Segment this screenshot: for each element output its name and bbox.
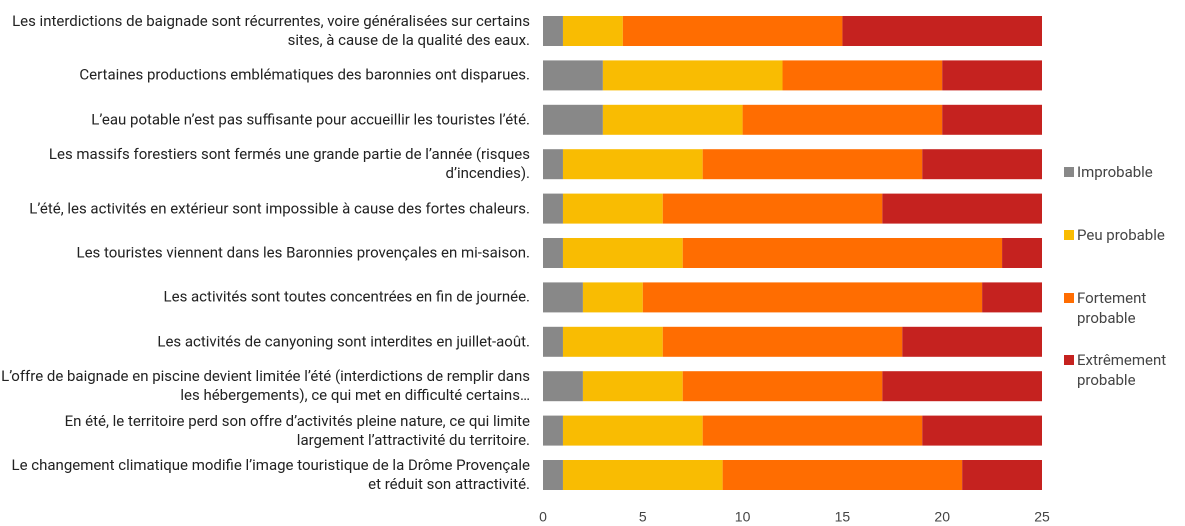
bar-segment	[742, 104, 943, 135]
bar-segment	[543, 238, 563, 268]
category-label: Les interdictions de baignade sont récur…	[12, 12, 530, 49]
bar-segment	[1002, 238, 1042, 268]
bar-segment	[543, 16, 563, 46]
category-label: Les massifs forestiers sont fermés une g…	[48, 145, 530, 183]
x-tick-label: 0	[539, 509, 547, 525]
bar-segment	[722, 460, 963, 490]
bar-segment	[682, 371, 883, 402]
bar-segment	[582, 282, 643, 313]
bar-segment	[562, 238, 683, 268]
category-label: Le changement climatique modifie l’image…	[11, 456, 530, 493]
bar-segment	[562, 415, 703, 446]
category-label: Les activités de canyoning sont interdit…	[157, 332, 530, 351]
bar-segment	[882, 193, 1042, 224]
x-tick-label: 10	[735, 509, 751, 525]
bar-segment	[882, 371, 1042, 402]
bar-segment	[622, 16, 843, 46]
category-label: L’été, les activités en extérieur sont i…	[29, 199, 530, 218]
bar-segment	[543, 149, 563, 180]
bar-segment	[543, 371, 583, 402]
bar-segment	[942, 104, 1042, 135]
bar-segment	[562, 16, 623, 46]
legend-swatch	[1064, 355, 1074, 365]
bar-segment	[842, 16, 1042, 46]
category-label: Les touristes viennent dans les Baronnie…	[76, 243, 530, 262]
category-label: Certaines productions emblématiques des …	[79, 65, 530, 84]
bar-segment	[543, 193, 563, 224]
legend-swatch	[1064, 167, 1074, 177]
bar-segment	[543, 415, 563, 446]
bar-segment	[582, 371, 683, 402]
bar-segment	[942, 60, 1042, 91]
category-label: L’offre de baignade en piscine devient l…	[1, 367, 530, 405]
x-tick-label: 25	[1034, 509, 1050, 525]
legend-swatch	[1064, 230, 1074, 240]
legend-swatch	[1064, 293, 1074, 303]
bar-segment	[543, 60, 603, 91]
bar-segment	[543, 460, 563, 490]
x-tick-label: 15	[835, 509, 851, 525]
category-label: En été, le territoire perd son offre d’a…	[64, 411, 530, 449]
bar-segment	[702, 415, 923, 446]
bar-segment	[982, 282, 1042, 313]
bar-segment	[922, 415, 1042, 446]
category-label: Les activités sont toutes concentrées en…	[163, 287, 530, 306]
category-label: L’eau potable n’est pas suffisante pour …	[91, 110, 530, 129]
bar-segment	[702, 149, 923, 180]
bar-segment	[562, 326, 663, 357]
legend-label: Fortement probable	[1077, 289, 1147, 327]
bar-segment	[662, 193, 883, 224]
legend-label: Peu probable	[1077, 226, 1165, 244]
bar-segment	[543, 104, 603, 135]
bar-segment	[602, 104, 743, 135]
bar-segment	[902, 326, 1042, 357]
x-tick-label: 20	[934, 509, 950, 525]
bar-segment	[562, 149, 703, 180]
legend-label: Improbable	[1077, 163, 1153, 181]
bar-segment	[922, 149, 1042, 180]
bar-segment	[682, 238, 1003, 268]
x-tick-label: 5	[639, 509, 647, 525]
bar-segment	[543, 326, 563, 357]
bar-segment	[562, 460, 723, 490]
legend-label: Extrêmement probable	[1077, 351, 1167, 389]
bar-segment	[782, 60, 943, 91]
bar-segment	[642, 282, 983, 313]
bar-segment	[543, 282, 583, 313]
bar-segment	[662, 326, 903, 357]
bar-segment	[562, 193, 663, 224]
bar-segment	[962, 460, 1042, 490]
bar-segment	[602, 60, 783, 91]
